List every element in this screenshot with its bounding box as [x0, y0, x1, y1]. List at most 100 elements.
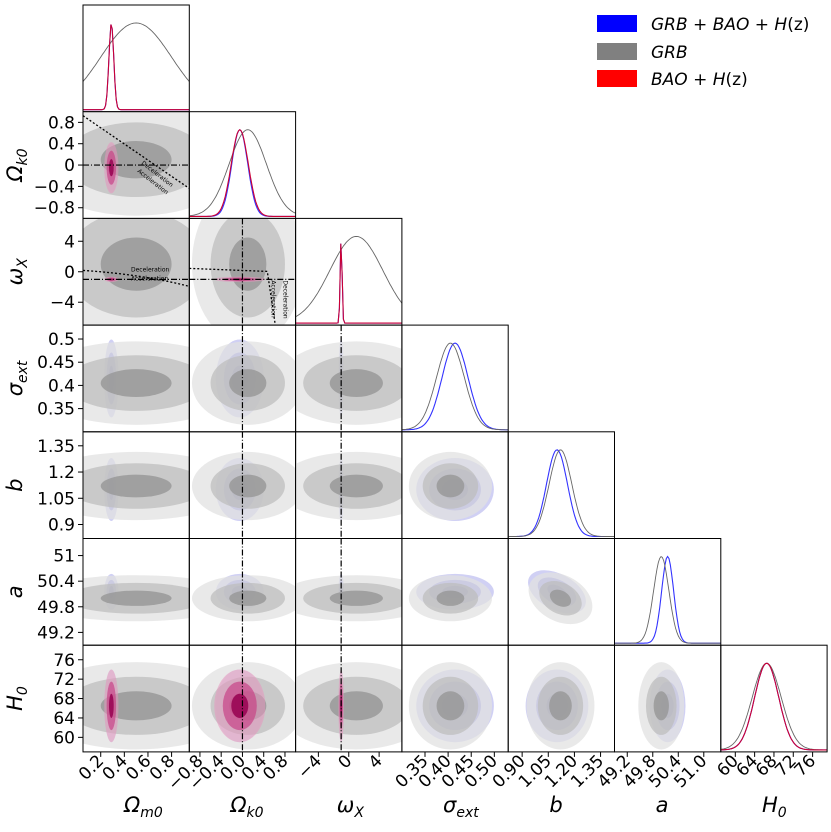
ytick-label-sig-0: 0.5 [48, 330, 75, 350]
panel-b-wx [295, 431, 402, 539]
xlabel-Ok: Ωk0 [229, 793, 263, 821]
curve-Om-0 [83, 24, 190, 111]
ytick-label-sig-2: 0.4 [48, 376, 75, 396]
decel-boundary-line [83, 115, 190, 189]
contour-Ok-Om-2-2 [108, 159, 114, 177]
accel-label-wx: Acceleration [131, 275, 168, 282]
ytick-label-H0-0: 76 [53, 651, 75, 671]
panel-wx-Ok: Acceleration Deceleration [189, 218, 296, 326]
panel-b-Om [83, 451, 190, 522]
contour-sig-Om-1-2 [100, 369, 172, 398]
curve-wx-0 [295, 243, 402, 324]
ylabel-wx: ωX [3, 258, 31, 286]
contour-b-sig-1-2 [436, 474, 465, 498]
xlabel-b: b [549, 793, 562, 817]
contour-wx-Om-1-2 [100, 237, 172, 291]
curve-wx-2 [295, 243, 402, 324]
panel-sig-Ok [191, 325, 296, 432]
ylabel-a: a [3, 585, 27, 598]
panel-H0-Ok [191, 645, 296, 752]
frame-Om-Om [82, 4, 190, 113]
panel-Om-Om [83, 22, 190, 111]
panel-a-sig [408, 573, 494, 622]
xtick-label-Ok-4: 0.8 [259, 751, 292, 784]
legend: GRB + BAO + H(z) GRB BAO + H(z) [597, 15, 809, 90]
curve-Ok-0 [189, 128, 296, 217]
ytick-label-wx-1: 0 [64, 263, 75, 283]
legend-swatch-bao [597, 70, 637, 87]
curve-H0-1 [720, 662, 828, 751]
ytick-label-a-3: 49.2 [37, 623, 75, 643]
frame-b-b [507, 431, 616, 539]
xtick-label-wx-2: 4 [365, 751, 387, 773]
ytick-label-sig-1: 0.45 [37, 353, 75, 373]
panel-H0-Om [83, 662, 190, 750]
panel-sig-Om [83, 339, 190, 425]
ytick-label-H0-2: 68 [53, 690, 75, 710]
contour-H0-b-1-2 [549, 691, 572, 721]
ytick-label-a-2: 49.8 [37, 598, 75, 618]
ytick-label-H0-4: 60 [53, 728, 75, 748]
ylabel-b: b [3, 478, 27, 491]
curve-a-0 [614, 555, 721, 644]
ytick-label-Ok-3: −0.4 [34, 177, 75, 197]
frame-sig-sig [401, 324, 509, 433]
panel-b-b [508, 449, 615, 538]
legend-label-combined: GRB + BAO + H(z) [651, 15, 809, 35]
xlabel-a: a [656, 793, 669, 817]
contour-a-Om-1-2 [100, 590, 172, 606]
frame-Ok-Ok [188, 111, 297, 219]
decel-label-wx-ok: Deceleration [281, 280, 288, 318]
panels-layer: DecelerationAccelerationDecelerationAcce… [82, 4, 828, 753]
xtick-label-wx-0: −4 [294, 751, 326, 783]
contour-a-wx-1-2 [329, 590, 383, 606]
curve-Ok-2 [189, 128, 296, 217]
xtick-label-wx-1: 0 [334, 751, 356, 773]
ytick-label-b-2: 1.05 [37, 489, 75, 509]
ytick-label-a-0: 51 [53, 547, 75, 567]
panel-b-sig [408, 451, 494, 522]
ylabel-H0: H0 [3, 686, 31, 711]
curve-Om-1 [83, 22, 190, 82]
ytick-label-H0-3: 64 [53, 709, 75, 729]
contour-b-Om-1-2 [100, 474, 172, 498]
contour-H0-Ok-2-2 [231, 693, 249, 718]
curve-sig-1 [401, 342, 509, 431]
contour-b-Ok-1-2 [229, 474, 267, 498]
ytick-label-wx-2: −4 [50, 293, 75, 313]
contour-a-sig-1-2 [436, 590, 465, 606]
contour-a-Ok-1-2 [229, 590, 267, 606]
panel-H0-sig [408, 662, 494, 750]
curve-sig-0 [401, 342, 509, 431]
ytick-label-sig-3: 0.35 [37, 400, 75, 420]
contour-H0-Om-2-2 [108, 693, 114, 718]
contour-H0-sig-1-2 [436, 691, 465, 721]
panel-sig-wx [295, 325, 402, 432]
ytick-label-Ok-1: 0.4 [48, 135, 75, 155]
contour-H0-wx-1-2 [329, 691, 383, 721]
xlabel-H0: H0 [762, 793, 787, 821]
curve-b-1 [508, 449, 615, 537]
decel-label-wx: Deceleration [131, 266, 169, 273]
ytick-label-b-3: 0.9 [48, 516, 75, 536]
xlabel-Om: Ωm0 [123, 793, 163, 821]
curve-b-0 [508, 449, 615, 538]
panel-H0-b [525, 662, 595, 750]
curve-wx-1 [295, 235, 402, 318]
ytick-label-Ok-4: −0.8 [34, 199, 75, 219]
contour-wx-Ok-1-2 [229, 237, 267, 291]
xtick-label-H0-4: 76 [791, 751, 820, 780]
ylabel-sig: σext [3, 360, 31, 396]
legend-label-grb: GRB [651, 43, 688, 63]
legend-swatch-grb [597, 43, 637, 60]
panel-wx-wx [295, 235, 402, 324]
panel-a-wx [295, 538, 402, 646]
panel-wx-Om: Deceleration Acceleration [83, 218, 190, 326]
contour-a-b-1-2 [549, 589, 572, 607]
curve-Ok-1 [189, 129, 296, 217]
decel-boundary-wx [83, 269, 190, 288]
frame-H0-H0 [720, 644, 828, 753]
panel-a-Om [83, 573, 190, 622]
panel-sig-sig [401, 342, 509, 431]
